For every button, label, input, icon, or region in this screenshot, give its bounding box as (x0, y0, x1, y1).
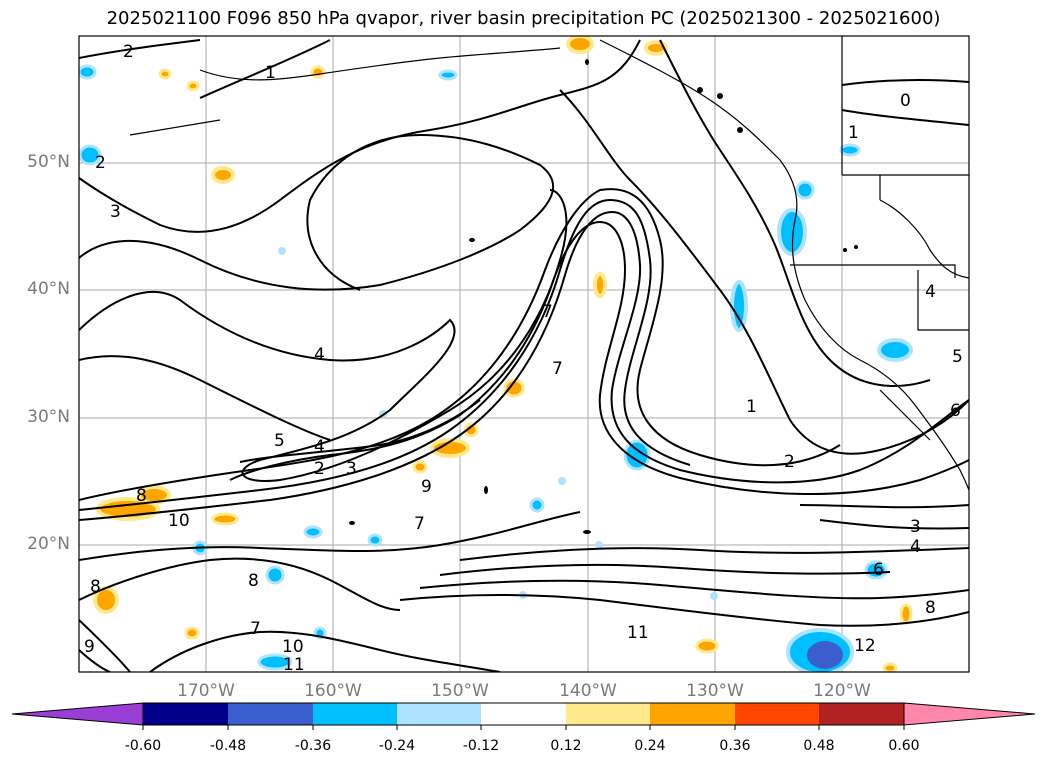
contour-label: 7 (542, 302, 553, 322)
contour-label: 9 (84, 637, 95, 657)
contour-label: 2 (314, 459, 325, 479)
contour-label: 5 (274, 431, 285, 451)
contour-label: 8 (248, 571, 259, 591)
contour-label: 10 (168, 511, 190, 531)
coastlines (129, 36, 969, 491)
lon-label-170w: 170°W (177, 681, 235, 701)
lat-label-40n: 40°N (27, 279, 70, 299)
lon-label-140w: 140°W (559, 681, 617, 701)
precip-shading (79, 36, 913, 672)
contour-label: 10 (282, 637, 304, 657)
colorbar-tick-label: -0.48 (209, 738, 247, 754)
lat-label-50n: 50°N (27, 152, 70, 172)
lon-label-120w: 120°W (813, 681, 871, 701)
contour-label: 8 (925, 598, 936, 618)
colorbar-tick-label: 0.48 (803, 738, 835, 754)
contour-label: 1 (265, 63, 276, 83)
contour-label: 9 (421, 477, 432, 497)
contour-label: 8 (90, 577, 101, 597)
contour-label: 11 (627, 623, 649, 643)
colorbar-tick-label: 0.60 (888, 738, 920, 754)
contour-label: 2 (95, 153, 106, 173)
colorbar-tick-label: 0.24 (634, 738, 666, 754)
colorbar (11, 702, 1036, 730)
contour-label: 0 (900, 91, 911, 111)
map-background (79, 36, 969, 672)
contour-label: 3 (110, 202, 121, 222)
colorbar-tick-label: -0.24 (378, 738, 416, 754)
contour-label: 7 (552, 359, 563, 379)
contour-labels: 2 1 3 2 4 5 4 2 3 8 10 9 7 7 7 1 2 0 1 8… (84, 42, 963, 675)
contour-label: 8 (136, 486, 147, 506)
contour-label: 2 (784, 452, 795, 472)
contour-label: 3 (346, 459, 357, 479)
lon-label-160w: 160°W (304, 681, 362, 701)
contour-label: 4 (925, 282, 936, 302)
colorbar-tick-label: -0.36 (294, 738, 332, 754)
contour-label: 4 (314, 345, 325, 365)
lon-label-150w: 150°W (431, 681, 489, 701)
contour-label: 6 (950, 401, 961, 421)
contour-label: 4 (314, 437, 325, 457)
colorbar-tick-label: 0.36 (719, 738, 751, 754)
map-title: 2025021100 F096 850 hPa qvapor, river ba… (106, 8, 941, 29)
contour-label: 1 (848, 123, 859, 143)
colorbar-tick-label: -0.60 (124, 738, 162, 754)
contour-label: 3 (910, 517, 921, 537)
contour-label: 7 (250, 619, 261, 639)
contour-label: 4 (910, 537, 921, 557)
lon-label-130w: 130°W (686, 681, 744, 701)
colorbar-tick-label: 0.12 (550, 738, 582, 754)
contour-label: 2 (123, 42, 134, 62)
contour-label: 1 (746, 397, 757, 417)
lat-label-30n: 30°N (27, 407, 70, 427)
contour-label: 11 (283, 655, 305, 675)
islands (349, 59, 858, 534)
qvapor-contours (79, 39, 969, 672)
contour-label: 7 (414, 514, 425, 534)
colorbar-tick-label: -0.12 (462, 738, 500, 754)
contour-label: 6 (873, 560, 884, 580)
map-frame (78, 35, 970, 673)
lat-label-20n: 20°N (27, 534, 70, 554)
contour-label: 5 (952, 347, 963, 367)
contour-label: 12 (854, 636, 876, 656)
